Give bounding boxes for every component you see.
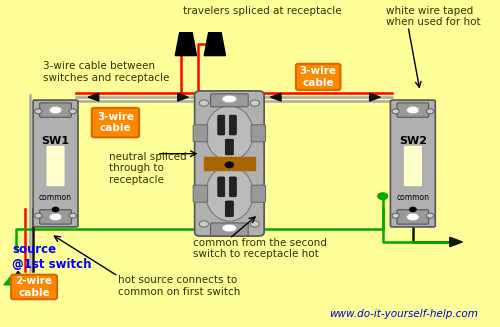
- Text: common from the second
switch to receptacle hot: common from the second switch to recepta…: [193, 238, 327, 259]
- Text: 3-wire
cable: 3-wire cable: [97, 112, 134, 133]
- Polygon shape: [370, 93, 380, 101]
- Polygon shape: [204, 33, 226, 56]
- Text: 3-wire
cable: 3-wire cable: [300, 66, 337, 88]
- Ellipse shape: [222, 95, 236, 103]
- FancyBboxPatch shape: [92, 108, 139, 137]
- Circle shape: [199, 100, 208, 106]
- Ellipse shape: [406, 213, 419, 221]
- FancyBboxPatch shape: [251, 185, 266, 202]
- FancyBboxPatch shape: [226, 201, 234, 217]
- FancyBboxPatch shape: [40, 103, 72, 117]
- FancyBboxPatch shape: [218, 177, 224, 197]
- Text: SW1: SW1: [42, 136, 70, 146]
- Circle shape: [69, 109, 76, 114]
- Text: 2-wire
cable: 2-wire cable: [16, 276, 52, 298]
- Text: travelers spliced at receptacle: travelers spliced at receptacle: [184, 7, 342, 16]
- FancyBboxPatch shape: [230, 115, 236, 135]
- Text: 3-wire cable between
switches and receptacle: 3-wire cable between switches and recept…: [44, 61, 170, 83]
- Circle shape: [52, 207, 59, 212]
- Polygon shape: [11, 276, 25, 285]
- Circle shape: [199, 221, 208, 227]
- Polygon shape: [178, 93, 188, 101]
- FancyBboxPatch shape: [403, 145, 422, 187]
- Circle shape: [410, 207, 416, 212]
- FancyBboxPatch shape: [218, 115, 224, 135]
- Circle shape: [250, 100, 260, 106]
- FancyBboxPatch shape: [251, 125, 266, 142]
- FancyBboxPatch shape: [397, 210, 428, 224]
- Text: SW2: SW2: [399, 136, 427, 146]
- Text: common: common: [39, 193, 72, 201]
- Ellipse shape: [206, 166, 253, 221]
- Text: hot source connects to
common on first switch: hot source connects to common on first s…: [118, 275, 240, 297]
- Circle shape: [250, 221, 260, 227]
- Ellipse shape: [50, 213, 62, 221]
- Ellipse shape: [50, 106, 62, 114]
- FancyBboxPatch shape: [46, 145, 65, 187]
- FancyBboxPatch shape: [193, 125, 208, 142]
- Circle shape: [426, 213, 434, 218]
- Text: white wire taped
when used for hot: white wire taped when used for hot: [386, 6, 481, 27]
- Bar: [204, 157, 255, 170]
- Ellipse shape: [206, 106, 253, 161]
- Circle shape: [34, 213, 42, 218]
- FancyBboxPatch shape: [390, 100, 436, 227]
- Circle shape: [392, 109, 400, 114]
- Circle shape: [34, 109, 42, 114]
- FancyBboxPatch shape: [226, 139, 234, 155]
- FancyBboxPatch shape: [194, 91, 264, 236]
- FancyBboxPatch shape: [296, 64, 341, 90]
- FancyBboxPatch shape: [11, 275, 57, 299]
- Text: neutral spliced
through to
receptacle: neutral spliced through to receptacle: [108, 152, 186, 185]
- Circle shape: [226, 162, 234, 168]
- Text: source
@1st switch: source @1st switch: [12, 243, 92, 271]
- FancyBboxPatch shape: [40, 210, 72, 224]
- Polygon shape: [4, 276, 18, 285]
- FancyBboxPatch shape: [33, 100, 78, 227]
- Polygon shape: [450, 237, 462, 247]
- Text: www.do-it-yourself-help.com: www.do-it-yourself-help.com: [329, 309, 478, 319]
- Polygon shape: [176, 33, 197, 56]
- Polygon shape: [88, 93, 99, 101]
- FancyBboxPatch shape: [210, 223, 248, 236]
- Polygon shape: [11, 271, 25, 280]
- FancyBboxPatch shape: [397, 103, 428, 117]
- Ellipse shape: [222, 224, 236, 232]
- Circle shape: [426, 109, 434, 114]
- FancyBboxPatch shape: [210, 94, 248, 107]
- Polygon shape: [270, 93, 281, 101]
- Circle shape: [392, 213, 400, 218]
- Circle shape: [69, 213, 76, 218]
- Circle shape: [224, 226, 234, 232]
- FancyBboxPatch shape: [193, 185, 208, 202]
- Circle shape: [378, 193, 388, 199]
- Ellipse shape: [406, 106, 419, 114]
- FancyBboxPatch shape: [230, 177, 236, 197]
- Text: common: common: [396, 193, 430, 201]
